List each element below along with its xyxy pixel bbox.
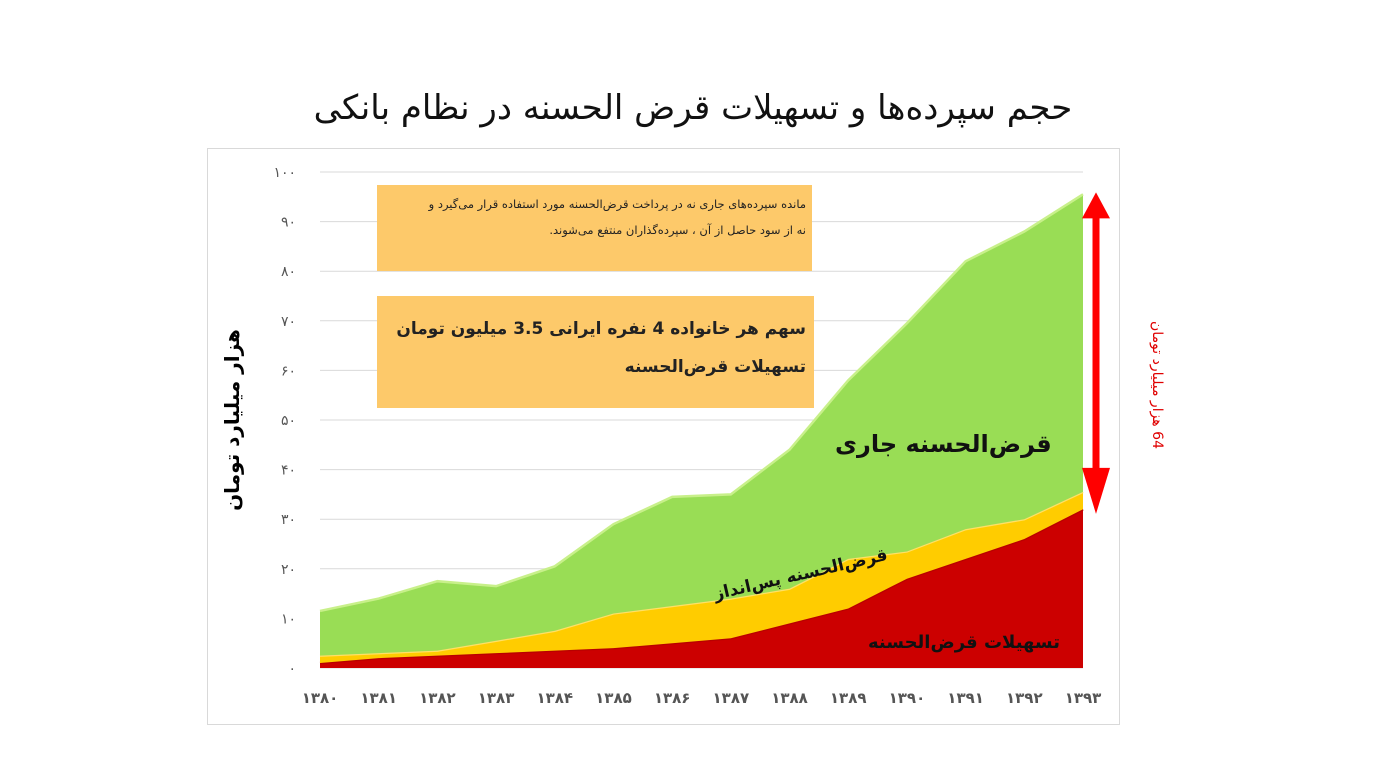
area-edge-current bbox=[319, 193, 1084, 613]
note-line-1: مانده سپرده‌های جاری نه در پرداخت قرض‌ال… bbox=[428, 197, 806, 211]
y-tick-label: ۶۰ bbox=[281, 363, 296, 379]
area-series-loans bbox=[320, 509, 1083, 668]
y-tick-label: ۱۰ bbox=[281, 611, 296, 627]
share-box: سهم هر خانواده 4 نفره ایرانی 3.5 میلیون … bbox=[377, 296, 814, 408]
chart-title: حجم سپرده‌ها و تسهیلات قرض الحسنه در نظا… bbox=[313, 88, 1073, 128]
y-tick-label: ۴۰ bbox=[281, 463, 296, 479]
x-tick-label: ۱۳۹۲ bbox=[1006, 689, 1043, 707]
x-tick-label: ۱۳۸۹ bbox=[830, 689, 867, 707]
x-tick-label: ۱۳۸۰ bbox=[302, 689, 339, 707]
gap-annotation: 64 هزار میلیارد تومان bbox=[1149, 321, 1165, 449]
share-line-2: تسهیلات قرض‌الحسنه bbox=[624, 357, 806, 377]
y-tick-label: ۰ bbox=[288, 661, 296, 677]
y-tick-label: ۷۰ bbox=[281, 314, 296, 330]
area-series-current bbox=[320, 194, 1083, 656]
gap-arrow-head-bottom bbox=[1082, 467, 1110, 514]
share-line-1: سهم هر خانواده 4 نفره ایرانی 3.5 میلیون … bbox=[396, 319, 806, 339]
gap-arrow-head-top bbox=[1082, 192, 1110, 219]
x-tick-label: ۱۳۸۸ bbox=[771, 689, 808, 707]
y-tick-label: ۵۰ bbox=[281, 413, 296, 429]
y-tick-label: ۱۰۰ bbox=[273, 165, 296, 181]
y-tick-label: ۹۰ bbox=[281, 215, 296, 231]
x-tick-label: ۱۳۸۳ bbox=[478, 689, 515, 707]
x-tick-label: ۱۳۸۲ bbox=[419, 689, 456, 707]
x-tick-label: ۱۳۹۳ bbox=[1065, 689, 1102, 707]
note-box: مانده سپرده‌های جاری نه در پرداخت قرض‌ال… bbox=[377, 185, 812, 271]
y-axis-label: هزار میلیارد تومان bbox=[220, 329, 244, 511]
x-tick-label: ۱۳۹۱ bbox=[947, 689, 984, 707]
x-tick-label: ۱۳۸۱ bbox=[360, 689, 397, 707]
y-tick-label: ۸۰ bbox=[281, 264, 296, 280]
loans-area-label: تسهیلات قرض‌الحسنه bbox=[868, 632, 1061, 653]
x-tick-label: ۱۳۸۷ bbox=[713, 689, 750, 707]
x-tick-label: ۱۳۹۰ bbox=[889, 689, 926, 707]
area-series-saving bbox=[320, 491, 1083, 664]
y-tick-label: ۳۰ bbox=[281, 512, 296, 528]
current-area-label: قرض‌الحسنه جاری bbox=[835, 430, 1052, 458]
x-tick-label: ۱۳۸۶ bbox=[654, 689, 691, 707]
note-line-2: نه از سود حاصل از آن ، سپرده‌گذاران منتف… bbox=[549, 223, 806, 237]
y-tick-label: ۲۰ bbox=[281, 562, 296, 578]
x-tick-label: ۱۳۸۵ bbox=[595, 689, 632, 707]
x-tick-label: ۱۳۸۴ bbox=[536, 689, 573, 707]
